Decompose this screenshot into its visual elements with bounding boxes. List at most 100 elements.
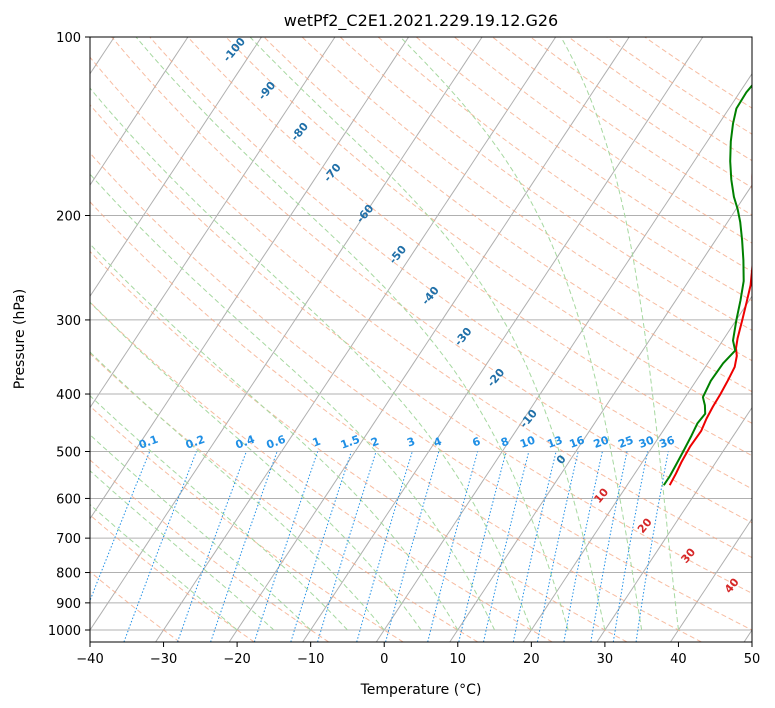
y-tick-label: 600 xyxy=(56,492,81,507)
moist-adiabat-label: -10 xyxy=(517,407,540,431)
mixing-ratio-label: 0.2 xyxy=(184,433,207,452)
y-tick-label: 100 xyxy=(56,31,81,46)
moist-adiabat-label: -80 xyxy=(288,120,311,144)
moist-adiabat-line xyxy=(90,351,385,631)
dry-adiabat-line xyxy=(90,301,553,642)
dry-adiabat-line xyxy=(225,37,752,424)
x-tick-label: −30 xyxy=(150,652,177,667)
mixing-ratio-label: 1.5 xyxy=(339,433,362,452)
dry-adiabat-label: 40 xyxy=(722,575,742,595)
dry-adiabat-line xyxy=(301,37,752,362)
mixing-ratio-label: 30 xyxy=(637,433,656,451)
moist-adiabat-label: -100 xyxy=(220,35,248,65)
dry-adiabat-label: 20 xyxy=(635,515,655,535)
mixing-ratio-label: 2 xyxy=(369,435,381,450)
chart-title: wetPf2_C2E1.2021.229.19.12.G26 xyxy=(284,11,558,31)
mixing-ratio-label: 0.6 xyxy=(265,433,288,452)
moist-adiabat-line xyxy=(399,37,643,631)
isotherm-line xyxy=(302,37,704,642)
mixing-ratio-line xyxy=(512,451,557,642)
mixing-ratio-line xyxy=(253,451,319,642)
mixing-ratio-line xyxy=(356,451,413,642)
moist-adiabat-line xyxy=(90,243,459,631)
mixing-ratio-label: 16 xyxy=(568,433,587,451)
y-tick-label: 900 xyxy=(56,597,81,612)
moist-adiabat-label: -20 xyxy=(485,366,508,390)
x-tick-label: 50 xyxy=(744,652,761,667)
mixing-ratio-line xyxy=(317,451,377,642)
mixing-ratio-label: 4 xyxy=(432,435,444,450)
series-line-temperature xyxy=(668,157,752,486)
dry-adiabat-line xyxy=(415,37,752,273)
isotherm-line xyxy=(743,629,752,642)
dry-adiabat-line xyxy=(90,104,752,594)
dry-adiabat-line xyxy=(339,37,752,331)
dry-adiabat-line xyxy=(187,37,752,457)
isotherm-line xyxy=(522,295,752,642)
x-axis-label: Temperature (°C) xyxy=(360,682,482,698)
y-tick-label: 400 xyxy=(56,388,81,403)
x-tick-label: −10 xyxy=(297,652,324,667)
dry-adiabat-line xyxy=(90,352,479,642)
x-tick-label: 0 xyxy=(380,652,388,667)
moist-adiabat-line xyxy=(560,37,679,630)
moist-adiabat-line xyxy=(90,394,348,631)
dry-adiabat-line xyxy=(111,37,752,524)
mixing-ratio-label: 0.1 xyxy=(137,433,160,452)
moist-adiabat-line xyxy=(90,87,532,631)
y-axis-label: Pressure (hPa) xyxy=(12,289,28,389)
mixing-ratio-label: 13 xyxy=(545,433,564,450)
mixing-ratio-label: 10 xyxy=(518,433,537,451)
x-tick-label: 30 xyxy=(597,652,614,667)
dry-adiabat-line xyxy=(149,37,752,490)
x-tick-label: 10 xyxy=(450,652,467,667)
x-tick-label: 40 xyxy=(670,652,687,667)
isotherm-line xyxy=(90,37,483,631)
moist-adiabat-line xyxy=(90,503,238,631)
mixing-ratio-line xyxy=(123,451,197,642)
moist-adiabat-line xyxy=(90,173,496,631)
dry-adiabat-line xyxy=(492,37,752,216)
mixing-ratio-label: 0.4 xyxy=(234,433,257,452)
moist-adiabat-line xyxy=(90,301,422,631)
plot-frame xyxy=(89,36,753,643)
mixing-ratio-line xyxy=(90,451,151,602)
x-tick-label: 20 xyxy=(523,652,540,667)
isotherm-line xyxy=(228,37,630,642)
dry-adiabat-label: 10 xyxy=(591,485,611,505)
mixing-ratio-line xyxy=(536,451,579,642)
mixing-ratio-label: 36 xyxy=(658,433,677,451)
mixing-ratio-line xyxy=(483,451,530,642)
mixing-ratio-line xyxy=(210,451,278,642)
dry-adiabat-label: 30 xyxy=(678,545,698,565)
mixing-ratio-line xyxy=(177,451,247,642)
mixing-ratio-line xyxy=(385,451,440,642)
isotherm-line xyxy=(155,37,557,642)
dry-adiabat-line xyxy=(90,250,628,642)
dry-adiabat-line xyxy=(530,37,752,189)
isotherm-line xyxy=(90,37,262,298)
y-tick-label: 700 xyxy=(56,532,81,547)
mixing-ratio-line xyxy=(458,451,507,642)
isotherm-line xyxy=(449,184,752,642)
mixing-ratio-label: 25 xyxy=(616,433,635,450)
mixing-ratio-line xyxy=(290,451,352,642)
isotherm-line xyxy=(90,37,189,187)
isotherm-line xyxy=(670,517,752,642)
x-tick-label: −40 xyxy=(76,652,103,667)
mixing-ratio-label: 6 xyxy=(471,435,483,450)
dry-adiabat-line xyxy=(263,37,752,393)
moist-adiabat-line xyxy=(90,434,312,631)
isotherm-line xyxy=(375,72,752,642)
mixing-ratio-label: 20 xyxy=(592,433,611,451)
moist-adiabat-line xyxy=(249,37,606,631)
mixing-ratio-label: 8 xyxy=(499,435,511,450)
dry-adiabat-line xyxy=(90,459,329,642)
moist-adiabat-label: -90 xyxy=(256,79,279,103)
y-tick-label: 800 xyxy=(56,567,81,582)
dry-adiabat-line xyxy=(90,56,752,559)
y-tick-label: 1000 xyxy=(48,624,81,639)
mixing-ratio-line xyxy=(427,451,479,642)
y-tick-label: 200 xyxy=(56,210,81,225)
